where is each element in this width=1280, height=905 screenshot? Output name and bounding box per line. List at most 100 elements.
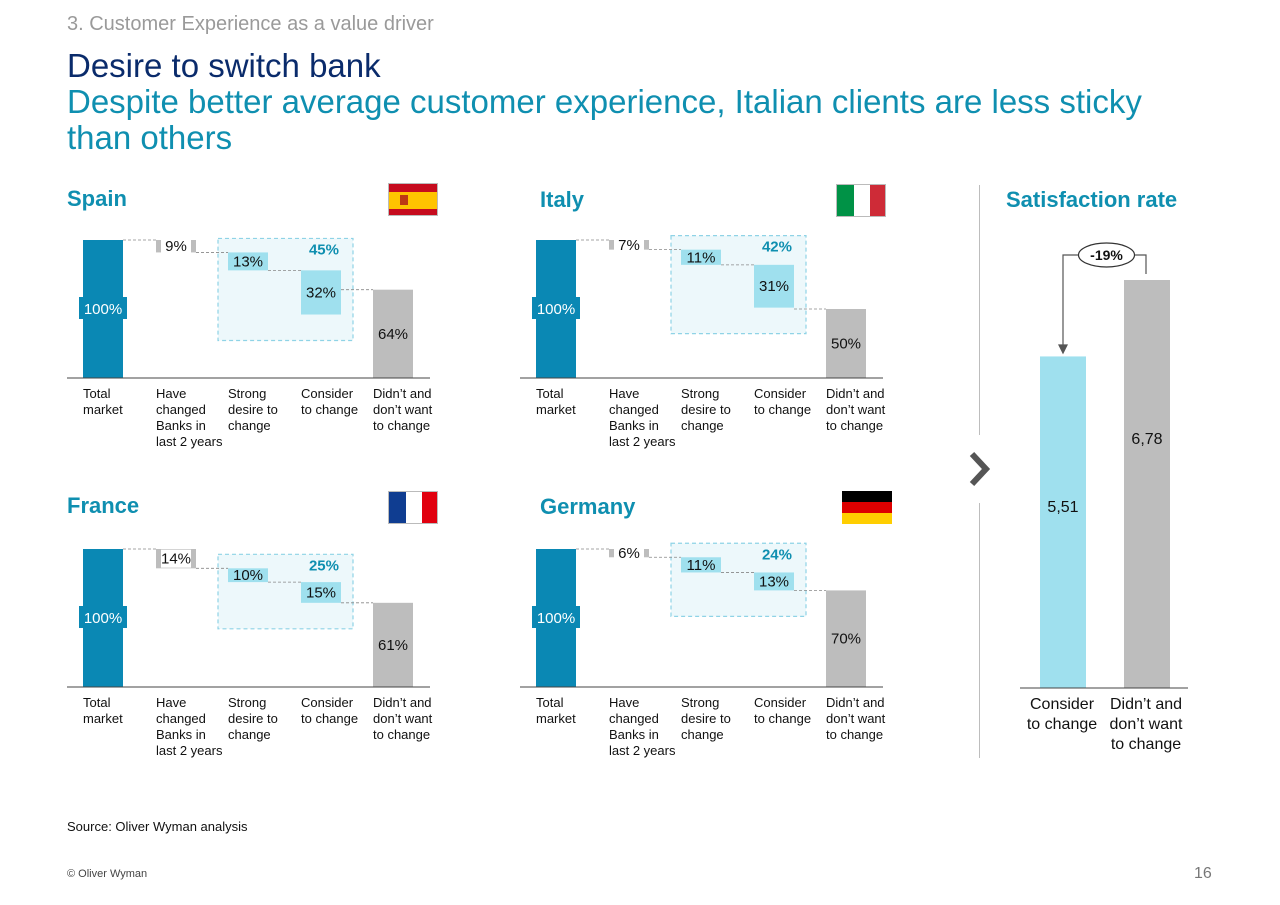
desire-value-label: 11% <box>687 249 716 266</box>
sat-value-label: 6,78 <box>1131 431 1162 448</box>
changed-label-bg <box>614 544 644 563</box>
difference-label: -19% <box>1090 247 1123 263</box>
category-label-line: market <box>83 711 123 726</box>
category-label-line: changed <box>156 711 206 726</box>
category-label-line: Banks in <box>609 727 659 742</box>
category-label-line: Total <box>83 386 111 401</box>
category-label: Consider to change <box>301 695 375 727</box>
sat-category-line: to change <box>1110 736 1182 753</box>
sticky-bar <box>373 602 413 687</box>
sat-category-consider: Consider to change <box>1019 695 1105 735</box>
category-label-line: Have <box>609 695 640 710</box>
category-label-line: Banks in <box>156 727 206 742</box>
category-label: Strong desire to change <box>228 695 302 743</box>
consider-bar <box>301 270 341 315</box>
sat-category-line: don’t want <box>1109 716 1183 733</box>
category-label: Total market <box>536 386 610 418</box>
category-label: Didn’t and don’t want to change <box>373 386 447 434</box>
source-note: Source: Oliver Wyman analysis <box>67 819 248 834</box>
category-label-line: Have <box>609 386 640 401</box>
changed-value-label: 14% <box>161 551 191 568</box>
category-label-line: to change <box>826 418 884 433</box>
category-label-line: Have <box>156 695 187 710</box>
category-label: Didn’t and don’t want to change <box>826 386 900 434</box>
category-label-line: to change <box>373 727 431 742</box>
sticky-value-label: 50% <box>831 336 861 353</box>
total-value-label: 100% <box>537 301 575 318</box>
country-title-germany: Germany <box>540 494 636 519</box>
waterfall-chart-italy: 100% 7% 11% 31% 50% 42% <box>520 235 883 379</box>
category-label: Consider to change <box>754 695 828 727</box>
category-label-line: to change <box>301 402 359 417</box>
consider-bar <box>754 572 794 591</box>
desire-bar <box>681 557 721 573</box>
desire-bar <box>228 252 268 271</box>
consider-value-label: 13% <box>759 573 789 590</box>
category-label: Have changed Banks in last 2 years <box>609 386 683 450</box>
sat-category-line: Didn’t and <box>1109 696 1183 713</box>
france-flag-icon <box>388 491 438 524</box>
category-label-line: Strong <box>228 695 267 710</box>
consider-value-label: 15% <box>306 584 336 601</box>
difference-badge <box>1077 242 1136 268</box>
consider-bar <box>301 582 341 603</box>
category-label-line: changed <box>609 402 659 417</box>
total-value-label: 100% <box>84 301 122 318</box>
sat-category-line: Consider <box>1029 696 1095 713</box>
sticky-bar <box>826 309 866 378</box>
category-label-line: desire to <box>228 402 278 417</box>
category-label-line: change <box>681 418 724 433</box>
category-label-line: desire to <box>681 711 731 726</box>
category-label-line: change <box>681 727 724 742</box>
category-label-line: Strong <box>228 386 267 401</box>
sat-sticky-bar <box>1124 280 1170 688</box>
category-label: Didn’t and don’t want to change <box>373 695 447 743</box>
category-label-line: don’t want <box>826 402 886 417</box>
category-label: Total market <box>83 386 157 418</box>
satisfaction-chart: 5,51 6,78 -19% <box>1020 242 1188 689</box>
category-label-line: Total <box>83 695 111 710</box>
sticky-bar <box>826 590 866 687</box>
waterfall-chart-france: 100% 14% 10% 15% 61% 25% <box>67 548 430 688</box>
category-label: Strong desire to change <box>228 386 302 434</box>
changed-value-label: 9% <box>165 238 187 255</box>
category-label-line: don’t want <box>373 711 433 726</box>
category-label-line: desire to <box>681 402 731 417</box>
desire-value-label: 13% <box>233 253 263 270</box>
category-label-line: Total <box>536 386 564 401</box>
changed-value-label: 6% <box>618 545 640 562</box>
sticky-value-label: 64% <box>378 326 408 343</box>
section-label: 3. Customer Experience as a value driver <box>67 13 434 35</box>
desire-value-label: 10% <box>233 567 263 584</box>
page-title: Desire to switch bank <box>67 47 381 84</box>
changed-value-label: 7% <box>618 237 640 254</box>
germany-flag-icon <box>842 491 892 524</box>
consider-value-label: 31% <box>759 278 789 295</box>
category-label-line: to change <box>754 402 812 417</box>
group-total-label: 24% <box>762 546 792 563</box>
category-label-line: to change <box>826 727 884 742</box>
category-label-line: last 2 years <box>609 434 676 449</box>
copyright: © Oliver Wyman <box>67 868 148 880</box>
category-label-line: Have <box>156 386 187 401</box>
category-label-line: to change <box>301 711 359 726</box>
category-label: Total market <box>83 695 157 727</box>
category-label-line: Didn’t and <box>373 695 432 710</box>
waterfall-chart-germany: 100% 6% 11% 13% 70% 24% <box>520 542 883 688</box>
category-label: Consider to change <box>754 386 828 418</box>
category-label: Have changed Banks in last 2 years <box>609 695 683 759</box>
country-title-france: France <box>67 493 140 518</box>
chevron-right-icon <box>969 451 991 487</box>
sticky-value-label: 70% <box>831 631 861 648</box>
category-label: Total market <box>536 695 610 727</box>
total-label-bg <box>532 297 580 319</box>
category-label-line: don’t want <box>826 711 886 726</box>
category-label: Have changed Banks in last 2 years <box>156 695 230 759</box>
changed-label-bg <box>161 549 191 568</box>
satisfaction-title: Satisfaction rate <box>1006 187 1178 212</box>
category-label-line: to change <box>373 418 431 433</box>
category-label-line: Banks in <box>156 418 206 433</box>
sat-category-sticky: Didn’t and don’t want to change <box>1103 695 1189 755</box>
category-label: Have changed Banks in last 2 years <box>156 386 230 450</box>
category-label-line: Strong <box>681 386 720 401</box>
